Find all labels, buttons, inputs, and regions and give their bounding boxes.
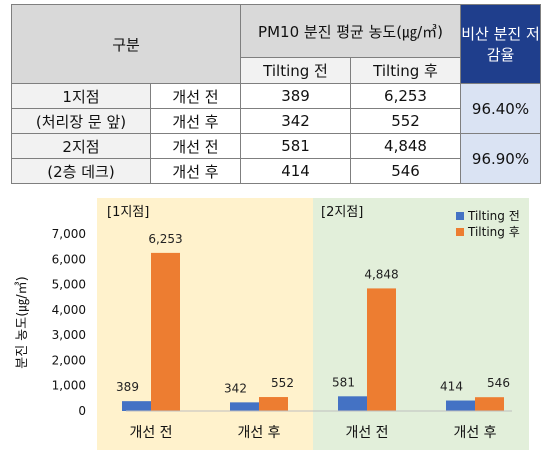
site-2-after-tilt-after: 546 (350, 158, 462, 184)
site-2-location: (2층 데크) (11, 158, 151, 184)
data-label: 4,848 (364, 267, 398, 281)
site-2-reduction: 96.90% (460, 133, 542, 184)
bar-tilting-before (122, 401, 151, 411)
site-1-before-tilt-after: 6,253 (350, 83, 462, 109)
legend-label: Tilting 전 (467, 209, 520, 223)
group-2-label: [2지점] (321, 205, 363, 220)
bar-tilting-after (475, 397, 504, 411)
y-tick-label: 7,000 (52, 227, 86, 241)
legend-label: Tilting 후 (467, 225, 520, 239)
site-2-improve-before-label: 개선 전 (149, 133, 242, 159)
x-tick-label: 개선 후 (237, 425, 280, 441)
site-2-name: 2지점 (11, 133, 151, 159)
y-tick-label: 0 (78, 404, 86, 418)
legend-swatch-tilting-before (456, 212, 464, 220)
bar-chart: [1지점] [2지점] 0 1,000 2,000 3,000 4,000 5,000 6,00… (0, 190, 545, 459)
site-1-location: (처리장 문 앞) (11, 108, 151, 134)
x-tick-label: 개선 후 (453, 425, 496, 441)
header-category: 구분 (10, 4, 242, 84)
header-reduction: 비산 분진 저감율 (460, 4, 542, 84)
data-label: 342 (224, 381, 247, 395)
group-1-background (97, 198, 313, 450)
data-label: 546 (487, 376, 510, 390)
bar-tilting-after (151, 252, 180, 411)
site-2-after-tilt-before: 414 (240, 158, 352, 184)
y-tick-label: 5,000 (52, 278, 86, 292)
site-1-name: 1지점 (11, 83, 151, 109)
bar-tilting-before (338, 396, 367, 411)
y-tick-label: 4,000 (52, 303, 86, 317)
legend-swatch-tilting-after (456, 228, 464, 236)
data-label: 389 (116, 380, 139, 394)
data-label: 552 (271, 376, 294, 390)
data-label: 414 (440, 380, 463, 394)
site-1-improve-after-label: 개선 후 (149, 108, 242, 134)
site-1-after-tilt-after: 552 (350, 108, 462, 134)
bar-chart-svg: [1지점] [2지점] 0 1,000 2,000 3,000 4,000 5,000 6,00… (15, 198, 529, 450)
y-tick-label: 3,000 (52, 328, 86, 342)
site-2-before-tilt-after: 4,848 (350, 133, 462, 159)
site-1-after-tilt-before: 342 (240, 108, 352, 134)
header-pm10: PM10 분진 평균 농도(㎍/㎥) (240, 4, 462, 58)
y-tick-label: 2,000 (52, 353, 86, 367)
site-1-improve-before-label: 개선 전 (149, 83, 242, 109)
subheader-tilting-before: Tilting 전 (240, 57, 352, 84)
site-2-improve-after-label: 개선 후 (149, 158, 242, 184)
site-2-before-tilt-before: 581 (240, 133, 352, 159)
site-1-before-tilt-before: 389 (240, 83, 352, 109)
x-tick-label: 개선 전 (129, 425, 172, 441)
bar-tilting-before (446, 400, 475, 411)
y-axis-title: 분진 농도(㎍/㎥) (15, 276, 30, 369)
data-label: 581 (332, 375, 355, 389)
group-1-label: [1지점] (107, 205, 149, 220)
bar-tilting-after (259, 397, 288, 411)
summary-table: 구분 PM10 분진 평균 농도(㎍/㎥) 비산 분진 저감율 Tilting … (10, 4, 542, 184)
x-tick-label: 개선 전 (345, 425, 388, 441)
bar-tilting-after (367, 288, 396, 411)
bar-tilting-before (230, 402, 259, 411)
subheader-tilting-after: Tilting 후 (350, 57, 462, 84)
y-tick-label: 6,000 (52, 252, 86, 266)
data-label: 6,253 (148, 232, 182, 246)
y-tick-label: 1,000 (52, 379, 86, 393)
site-1-reduction: 96.40% (460, 83, 542, 134)
